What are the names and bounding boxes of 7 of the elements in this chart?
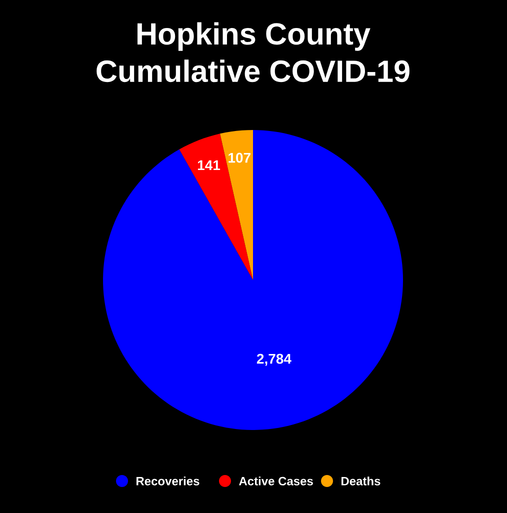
legend-label: Active Cases xyxy=(239,476,313,486)
data-label: 2,784 xyxy=(256,354,292,366)
chart-title: Hopkins County Cumulative COVID-19 xyxy=(96,22,410,82)
legend-label: Deaths xyxy=(342,476,380,486)
data-label: 107 xyxy=(228,152,250,163)
legend-label: Recoveries xyxy=(136,476,200,486)
data-label: 141 xyxy=(198,160,220,170)
